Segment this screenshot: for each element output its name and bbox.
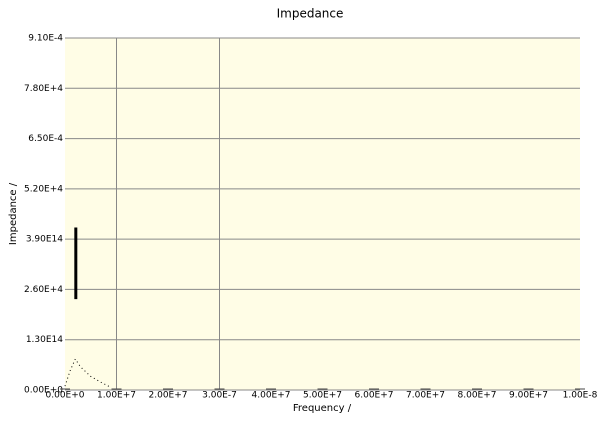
- data-line: [64, 358, 112, 389]
- y-tick-label: 5.20E+4: [24, 184, 63, 194]
- y-tick-label: 3.90E14: [26, 235, 63, 245]
- y-tick-label: 2.60E+4: [24, 285, 63, 295]
- y-tick-label: 9.10E-4: [28, 34, 63, 44]
- y-tick-label: 6.50E-4: [28, 134, 63, 144]
- x-tick-label: 9.00E+7: [509, 391, 548, 401]
- y-axis-label: Impedance /: [8, 182, 19, 245]
- y-tick-label: 0.00E+0: [24, 386, 63, 396]
- x-tick-label: 3.00E-7: [202, 391, 237, 401]
- y-tick-label: 1.30E14: [26, 335, 63, 345]
- x-tick-label: 8.00E+7: [458, 391, 497, 401]
- plot-area: [65, 38, 580, 390]
- x-tick-label: 4.00E+7: [252, 391, 291, 401]
- x-tick-label: 0.00E+0: [46, 391, 85, 401]
- x-tick-label: 7.00E+7: [406, 391, 445, 401]
- x-axis-label: Frequency /: [293, 403, 352, 414]
- chart-title: Impedance: [277, 7, 344, 21]
- x-tick-label: 1.00E-8: [563, 391, 598, 401]
- x-tick-label: 5.00E+7: [303, 391, 342, 401]
- y-tick-label: 7.80E+4: [24, 84, 63, 94]
- x-tick-label: 6.00E+7: [355, 391, 394, 401]
- x-tick-label: 2.00E+7: [149, 391, 188, 401]
- x-tick-label: 1.00E+7: [97, 391, 136, 401]
